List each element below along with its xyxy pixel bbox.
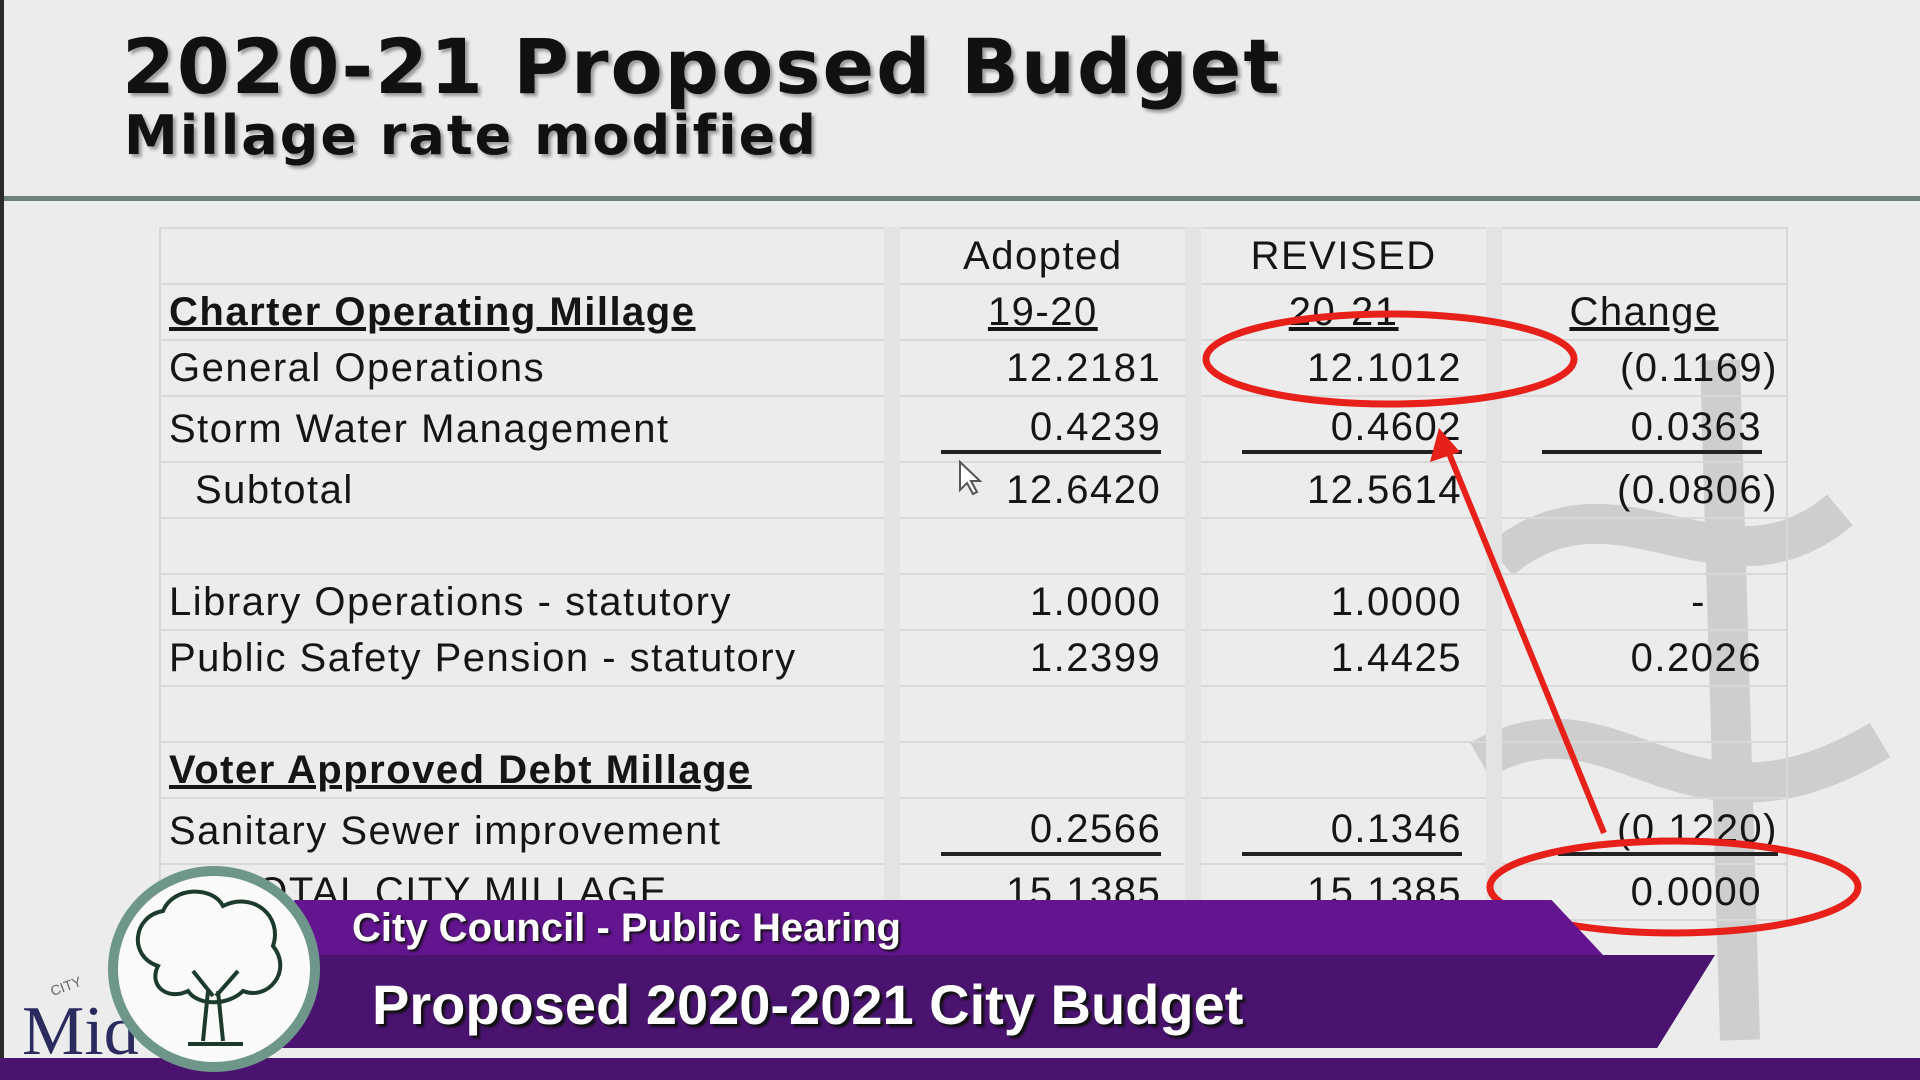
row-label: Library Operations - statutory [158, 573, 894, 631]
title-separator [4, 196, 1920, 201]
cell-revised: 1.0000 [1185, 573, 1496, 631]
header-change: Change [1569, 289, 1719, 334]
table-header-row: Adopted REVISED [158, 227, 1788, 285]
cell-adopted: 0.2566 [941, 807, 1162, 856]
video-frame-edge [0, 0, 4, 1080]
row-label: General Operations [158, 339, 894, 397]
section-row: Voter Approved Debt Millage [158, 741, 1788, 799]
millage-table: Adopted REVISED Charter Operating Millage… [158, 227, 1788, 921]
blank-row [158, 685, 1788, 743]
cell-adopted: 12.6420 [884, 461, 1195, 519]
cell-revised: 0.4602 [1242, 405, 1463, 454]
header-19-20: 19-20 [987, 289, 1098, 334]
cell-adopted: 1.2399 [884, 629, 1195, 687]
cell-change: (0.1220) [1558, 807, 1778, 856]
slide-subtitle: Millage rate modified [124, 104, 818, 167]
cell-revised: 1.4425 [1185, 629, 1496, 687]
cell-adopted: 0.4239 [941, 405, 1162, 454]
table-row: Subtotal 12.6420 12.5614 (0.0806) [158, 461, 1788, 519]
blank-row [158, 517, 1788, 575]
bottom-strip [0, 1058, 1920, 1080]
table-row: General Operations 12.2181 12.1012 (0.1169) [158, 339, 1788, 397]
header-revised: REVISED [1185, 227, 1496, 285]
row-label: Public Safety Pension - statutory [158, 629, 894, 687]
cell-change: (0.0806) [1486, 461, 1788, 519]
table-row: Library Operations - statutory 1.0000 1.00… [158, 573, 1788, 631]
city-logo [108, 866, 320, 1072]
lower-third-meeting: City Council - Public Hearing [352, 906, 901, 950]
tree-icon [135, 889, 283, 1046]
cell-revised: 12.1012 [1185, 339, 1496, 397]
lower-third-topic: Proposed 2020-2021 City Budget [372, 973, 1244, 1036]
slide-title: 2020-21 Proposed Budget [122, 22, 1282, 111]
table-header-row: Charter Operating Millage 19-20 20-21 Chang… [158, 283, 1788, 341]
lower-third-top-band [294, 900, 1604, 956]
cell-adopted: 1.0000 [884, 573, 1195, 631]
row-label: Storm Water Management [158, 395, 894, 463]
header-20-21: 20-21 [1288, 289, 1399, 334]
cell-change: (0.1169) [1486, 339, 1788, 397]
cell-adopted: 12.2181 [884, 339, 1195, 397]
table-row: Storm Water Management 0.4239 0.4602 0.0363 [158, 395, 1788, 463]
cell-change: - [1486, 573, 1788, 631]
cell-change: 0.2026 [1486, 629, 1788, 687]
section-voter-debt: Voter Approved Debt Millage [169, 747, 752, 792]
row-label: Sanitary Sewer improvement [158, 797, 894, 865]
section-charter: Charter Operating Millage [169, 289, 696, 334]
cell-revised: 0.1346 [1242, 807, 1463, 856]
header-adopted: Adopted [884, 227, 1195, 285]
row-label: Subtotal [158, 461, 894, 519]
table-row: Public Safety Pension - statutory 1.2399 1… [158, 629, 1788, 687]
cell-change: 0.0363 [1542, 405, 1762, 454]
table-row: Sanitary Sewer improvement 0.2566 0.1346 (0… [158, 797, 1788, 865]
cell-revised: 12.5614 [1185, 461, 1496, 519]
lower-third-bottom-band [270, 955, 1715, 1048]
